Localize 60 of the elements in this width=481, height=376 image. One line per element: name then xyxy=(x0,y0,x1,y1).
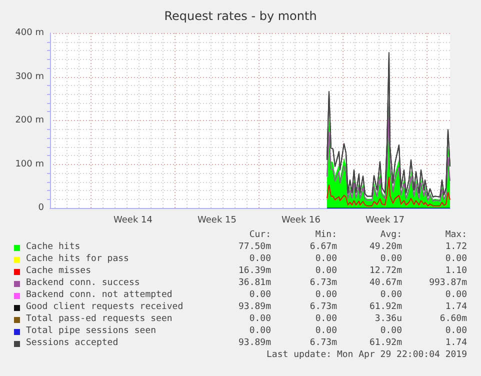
legend-label: Good client requests received xyxy=(26,302,184,312)
text: Last update: Mon Apr 29 22:00:04 2019 xyxy=(266,350,467,360)
text: Avg: xyxy=(380,230,402,240)
x-tick-label: Week 17 xyxy=(366,216,404,226)
text: 0.00 xyxy=(249,254,271,264)
legend-label: Sessions accepted xyxy=(26,338,118,348)
text: 1.72 xyxy=(445,242,467,252)
text: 6.73m xyxy=(310,302,337,312)
text: 40.67m xyxy=(369,278,402,288)
text: Max: xyxy=(445,230,467,240)
chart-title: Request rates - by month xyxy=(164,9,317,23)
text: 61.92m xyxy=(369,302,402,312)
text: 0.00 xyxy=(315,254,337,264)
text: 1.74 xyxy=(445,338,467,348)
text: 0.00 xyxy=(445,290,467,300)
text: 6.73m xyxy=(310,338,337,348)
legend-label: Cache hits xyxy=(26,242,80,252)
y-tick-label: 0 xyxy=(38,203,44,213)
text: 0.00 xyxy=(380,290,402,300)
text: 36.81m xyxy=(238,278,271,288)
text: 0.00 xyxy=(380,254,402,264)
text: 16.39m xyxy=(238,266,271,276)
text: 3.36u xyxy=(374,314,402,324)
text: 49.20m xyxy=(369,242,402,252)
text: 61.92m xyxy=(369,338,402,348)
text: 0.00 xyxy=(315,290,337,300)
text: 0.00 xyxy=(445,326,467,336)
text: 93.89m xyxy=(238,302,271,312)
text: 0.00 xyxy=(380,326,402,336)
text: 0.00 xyxy=(315,266,337,276)
y-tick-label: 200 m xyxy=(15,116,44,126)
text: 77.50m xyxy=(238,242,271,252)
text: 12.72m xyxy=(369,266,402,276)
y-tick-label: 300 m xyxy=(15,72,44,82)
text: 0.00 xyxy=(249,314,271,324)
text: 0.00 xyxy=(445,254,467,264)
text: 6.60m xyxy=(440,314,467,324)
text: 6.73m xyxy=(310,278,337,288)
text: 1.74 xyxy=(445,302,467,312)
text: 93.89m xyxy=(238,338,271,348)
x-tick-label: Week 16 xyxy=(282,216,321,226)
text: Cur: xyxy=(249,230,271,240)
text: 1.10 xyxy=(445,266,467,276)
y-tick-label: 100 m xyxy=(15,159,44,170)
legend-label: Backend conn. success xyxy=(26,278,140,288)
legend-label: Cache misses xyxy=(26,266,92,276)
legend-label: Total pass-ed requests seen xyxy=(26,314,172,324)
x-tick-label: Week 15 xyxy=(198,216,236,226)
legend-label: Backend conn. not attempted xyxy=(26,290,172,300)
text: 993.87m xyxy=(429,278,467,288)
text: Min: xyxy=(315,230,337,240)
legend-label: Cache hits for pass xyxy=(26,254,129,264)
text: 6.67m xyxy=(310,242,337,252)
y-tick-label: 400 m xyxy=(15,28,44,38)
text: 0.00 xyxy=(249,290,271,300)
text: 0.00 xyxy=(315,314,337,324)
text: 0.00 xyxy=(249,326,271,336)
text: 0.00 xyxy=(315,326,337,336)
x-tick-label: Week 14 xyxy=(114,216,153,226)
legend-label: Total pipe sessions seen xyxy=(26,326,156,336)
